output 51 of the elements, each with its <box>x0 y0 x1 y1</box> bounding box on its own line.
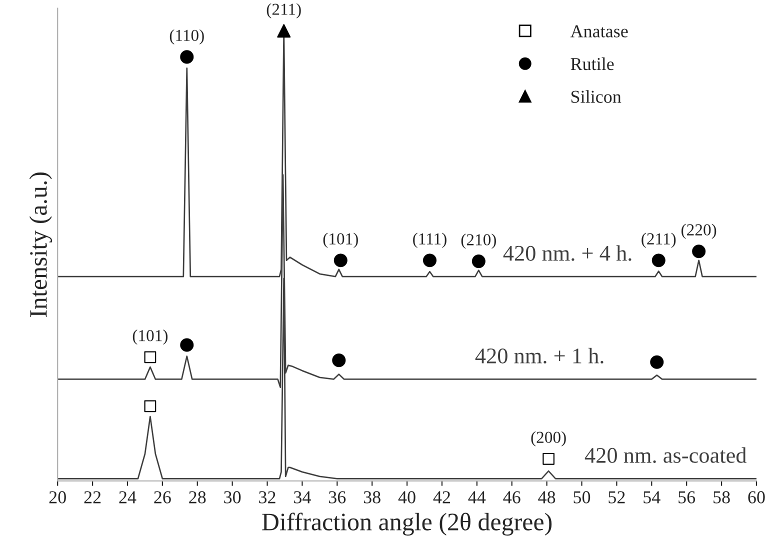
annotation: (200) <box>531 431 566 446</box>
x-tick-label: 46 <box>503 491 520 504</box>
annotation: (110) <box>170 29 204 44</box>
point <box>422 254 437 268</box>
point <box>180 338 194 352</box>
annotation: (211) <box>266 3 301 18</box>
x-tick-label: 36 <box>328 491 346 504</box>
series-label: 420 nm. as-coated <box>584 447 746 464</box>
x-tick-label: 22 <box>84 491 101 504</box>
legend-label: Silicon <box>571 90 622 103</box>
x-tick-label: 50 <box>574 491 590 504</box>
point <box>334 254 348 268</box>
point <box>144 400 156 412</box>
series-label: 420 nm. + 1 h. <box>475 348 604 364</box>
x-tick-label: 38 <box>364 491 380 504</box>
x-tick-label: 26 <box>154 491 171 504</box>
annotation: (211) <box>642 232 676 248</box>
point <box>542 452 554 465</box>
x-tick-label: 58 <box>714 491 730 504</box>
point <box>652 254 666 268</box>
point <box>144 351 156 364</box>
legend-label: Anatase <box>570 25 628 38</box>
x-tick-label: 32 <box>259 491 276 504</box>
annotation: (101) <box>132 330 168 345</box>
point <box>472 254 486 268</box>
annotation: (101) <box>323 232 358 248</box>
point <box>277 24 291 38</box>
x-tick-label: 34 <box>294 491 311 504</box>
annotation: (220) <box>682 224 716 239</box>
point <box>180 50 194 64</box>
series-label: 420 nm. + 4 h. <box>503 245 632 261</box>
annotation: (210) <box>461 234 496 249</box>
x-tick-label: 60 <box>748 491 765 504</box>
x-tick-label: 44 <box>468 491 486 504</box>
x-tick-label: 40 <box>398 491 416 504</box>
point <box>332 354 346 368</box>
x-tick-label: 48 <box>538 491 556 504</box>
legend-label: Rutile <box>570 57 614 70</box>
x-tick-label: 56 <box>678 491 696 504</box>
x-tick-label: 30 <box>224 491 241 504</box>
x-tick-label: 20 <box>49 491 66 504</box>
x-tick-label: 52 <box>608 491 625 504</box>
point <box>650 355 664 369</box>
x-tick-label: 42 <box>433 491 450 504</box>
x-tick-label: 54 <box>644 491 660 504</box>
point <box>692 244 706 258</box>
x-axis-title: Diffraction angle (2θ degree) <box>262 512 552 536</box>
annotation: (111) <box>413 232 446 248</box>
y-axis-title: Intensity (a.u.) <box>29 172 52 317</box>
x-tick-label: 28 <box>189 491 206 504</box>
x-tick-label: 24 <box>119 491 136 504</box>
